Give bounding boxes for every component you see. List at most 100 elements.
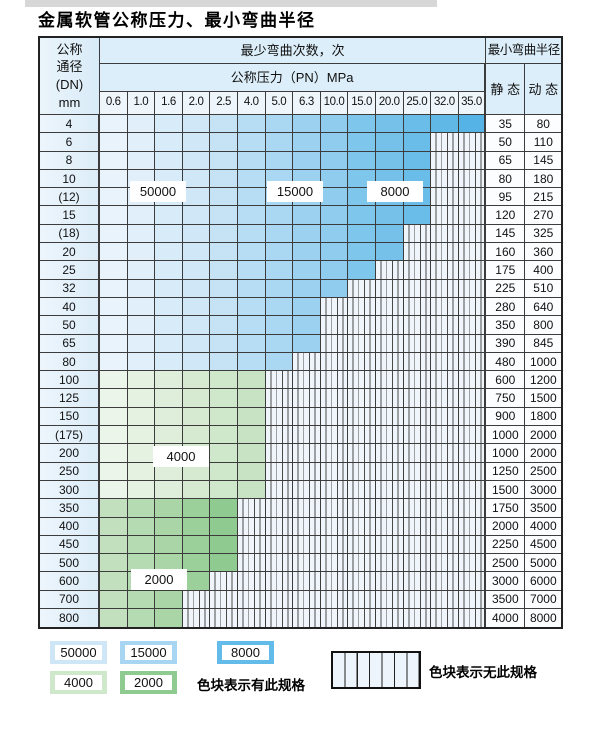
static-radius-value: 80 xyxy=(486,169,526,189)
cell-no-spec xyxy=(375,426,404,445)
cell-spec-k15 xyxy=(293,133,321,152)
cell-no-spec xyxy=(210,572,238,591)
cell-no-spec xyxy=(348,371,376,390)
cell-no-spec xyxy=(458,407,487,427)
cell-spec-k15 xyxy=(320,188,349,207)
cell-no-spec xyxy=(265,462,294,481)
cell-spec-k15 xyxy=(237,169,266,189)
cell-no-spec xyxy=(375,590,404,610)
cell-no-spec xyxy=(375,517,404,536)
cell-no-spec xyxy=(348,407,376,427)
cell-spec-k15 xyxy=(320,115,349,134)
cell-no-spec xyxy=(348,535,376,555)
cell-spec-g2 xyxy=(127,499,156,518)
cell-no-spec xyxy=(320,426,349,445)
cell-no-spec xyxy=(403,462,432,481)
cell-spec-k50 xyxy=(210,188,238,207)
cell-spec-g4 xyxy=(100,480,128,500)
cell-spec-k50 xyxy=(155,224,183,244)
cell-spec-k50 xyxy=(127,243,156,262)
cell-spec-g2 xyxy=(182,517,211,536)
cell-no-spec xyxy=(265,389,294,408)
cell-spec-k50 xyxy=(100,297,128,317)
cell-no-spec xyxy=(348,480,376,500)
cell-spec-k50 xyxy=(210,316,238,335)
static-radius-value: 2500 xyxy=(486,554,526,573)
legend-hatch-box xyxy=(331,651,421,689)
cell-spec-k50 xyxy=(100,334,128,353)
dynamic-radius-value: 180 xyxy=(525,169,562,189)
cell-no-spec xyxy=(348,297,376,317)
header-pressure-5.0: 5.0 xyxy=(265,92,294,115)
cell-spec-k50 xyxy=(155,133,183,152)
cell-spec-k50 xyxy=(182,261,211,280)
cell-spec-k50 xyxy=(210,334,238,353)
cell-no-spec xyxy=(403,334,432,353)
cell-no-spec xyxy=(320,609,349,628)
band-label-50000: 50000 xyxy=(130,181,186,202)
cell-no-spec xyxy=(403,499,432,518)
cell-no-spec xyxy=(293,371,321,390)
cell-no-spec xyxy=(237,499,266,518)
cell-no-spec xyxy=(210,609,238,628)
cell-spec-k50 xyxy=(155,115,183,134)
cell-no-spec xyxy=(265,609,294,628)
cell-no-spec xyxy=(293,352,321,372)
cell-no-spec xyxy=(182,609,211,628)
cell-no-spec xyxy=(375,389,404,408)
cell-spec-g2 xyxy=(210,535,238,555)
header-static: 静 态 xyxy=(486,64,526,115)
dynamic-radius-value: 3500 xyxy=(525,499,562,518)
cell-spec-g4 xyxy=(182,407,211,427)
header-pressure-2.0: 2.0 xyxy=(182,92,211,115)
static-radius-value: 280 xyxy=(486,297,526,317)
cell-no-spec xyxy=(375,297,404,317)
cell-spec-k15 xyxy=(265,352,294,372)
cell-spec-k15 xyxy=(237,115,266,134)
cell-no-spec xyxy=(403,371,432,390)
cell-no-spec xyxy=(403,517,432,536)
cell-no-spec xyxy=(458,371,487,390)
cell-no-spec xyxy=(431,261,459,280)
dn-value: 32 xyxy=(40,279,100,298)
cell-spec-g4 xyxy=(155,426,183,445)
header-pressure-2.5: 2.5 xyxy=(210,92,238,115)
cell-no-spec xyxy=(431,609,459,628)
cell-spec-k8 xyxy=(403,133,432,152)
cell-no-spec xyxy=(431,169,459,189)
dn-value: 25 xyxy=(40,261,100,280)
cell-spec-g4 xyxy=(100,444,128,463)
cell-spec-k50 xyxy=(155,334,183,353)
static-radius-value: 1500 xyxy=(486,480,526,500)
cell-no-spec xyxy=(458,352,487,372)
cell-spec-k15 xyxy=(320,133,349,152)
cell-no-spec xyxy=(293,535,321,555)
cell-no-spec xyxy=(431,352,459,372)
header-dn-line3: (DN) xyxy=(55,77,84,92)
cell-spec-k8 xyxy=(348,206,376,225)
cell-no-spec xyxy=(375,444,404,463)
static-radius-value: 600 xyxy=(486,371,526,390)
cell-no-spec xyxy=(348,389,376,408)
cell-spec-k15 xyxy=(237,261,266,280)
dynamic-radius-value: 845 xyxy=(525,334,562,353)
cell-spec-k50 xyxy=(100,243,128,262)
cell-spec-k50 xyxy=(210,279,238,298)
cell-no-spec xyxy=(403,389,432,408)
static-radius-value: 1250 xyxy=(486,462,526,481)
cell-spec-k50 xyxy=(210,133,238,152)
cell-spec-k15 xyxy=(293,279,321,298)
cell-no-spec xyxy=(375,261,404,280)
cell-spec-k15 xyxy=(265,115,294,134)
cell-spec-g2 xyxy=(100,517,128,536)
cell-spec-k50 xyxy=(182,352,211,372)
cell-spec-k50 xyxy=(100,206,128,225)
cell-spec-k15 xyxy=(320,261,349,280)
legend-swatch-15000: 15000 xyxy=(120,641,177,664)
cell-no-spec xyxy=(348,279,376,298)
cell-spec-k50 xyxy=(127,133,156,152)
cell-no-spec xyxy=(375,480,404,500)
cell-no-spec xyxy=(458,444,487,463)
cell-spec-g2 xyxy=(127,517,156,536)
legend-swatch-2000-label: 2000 xyxy=(125,675,172,690)
